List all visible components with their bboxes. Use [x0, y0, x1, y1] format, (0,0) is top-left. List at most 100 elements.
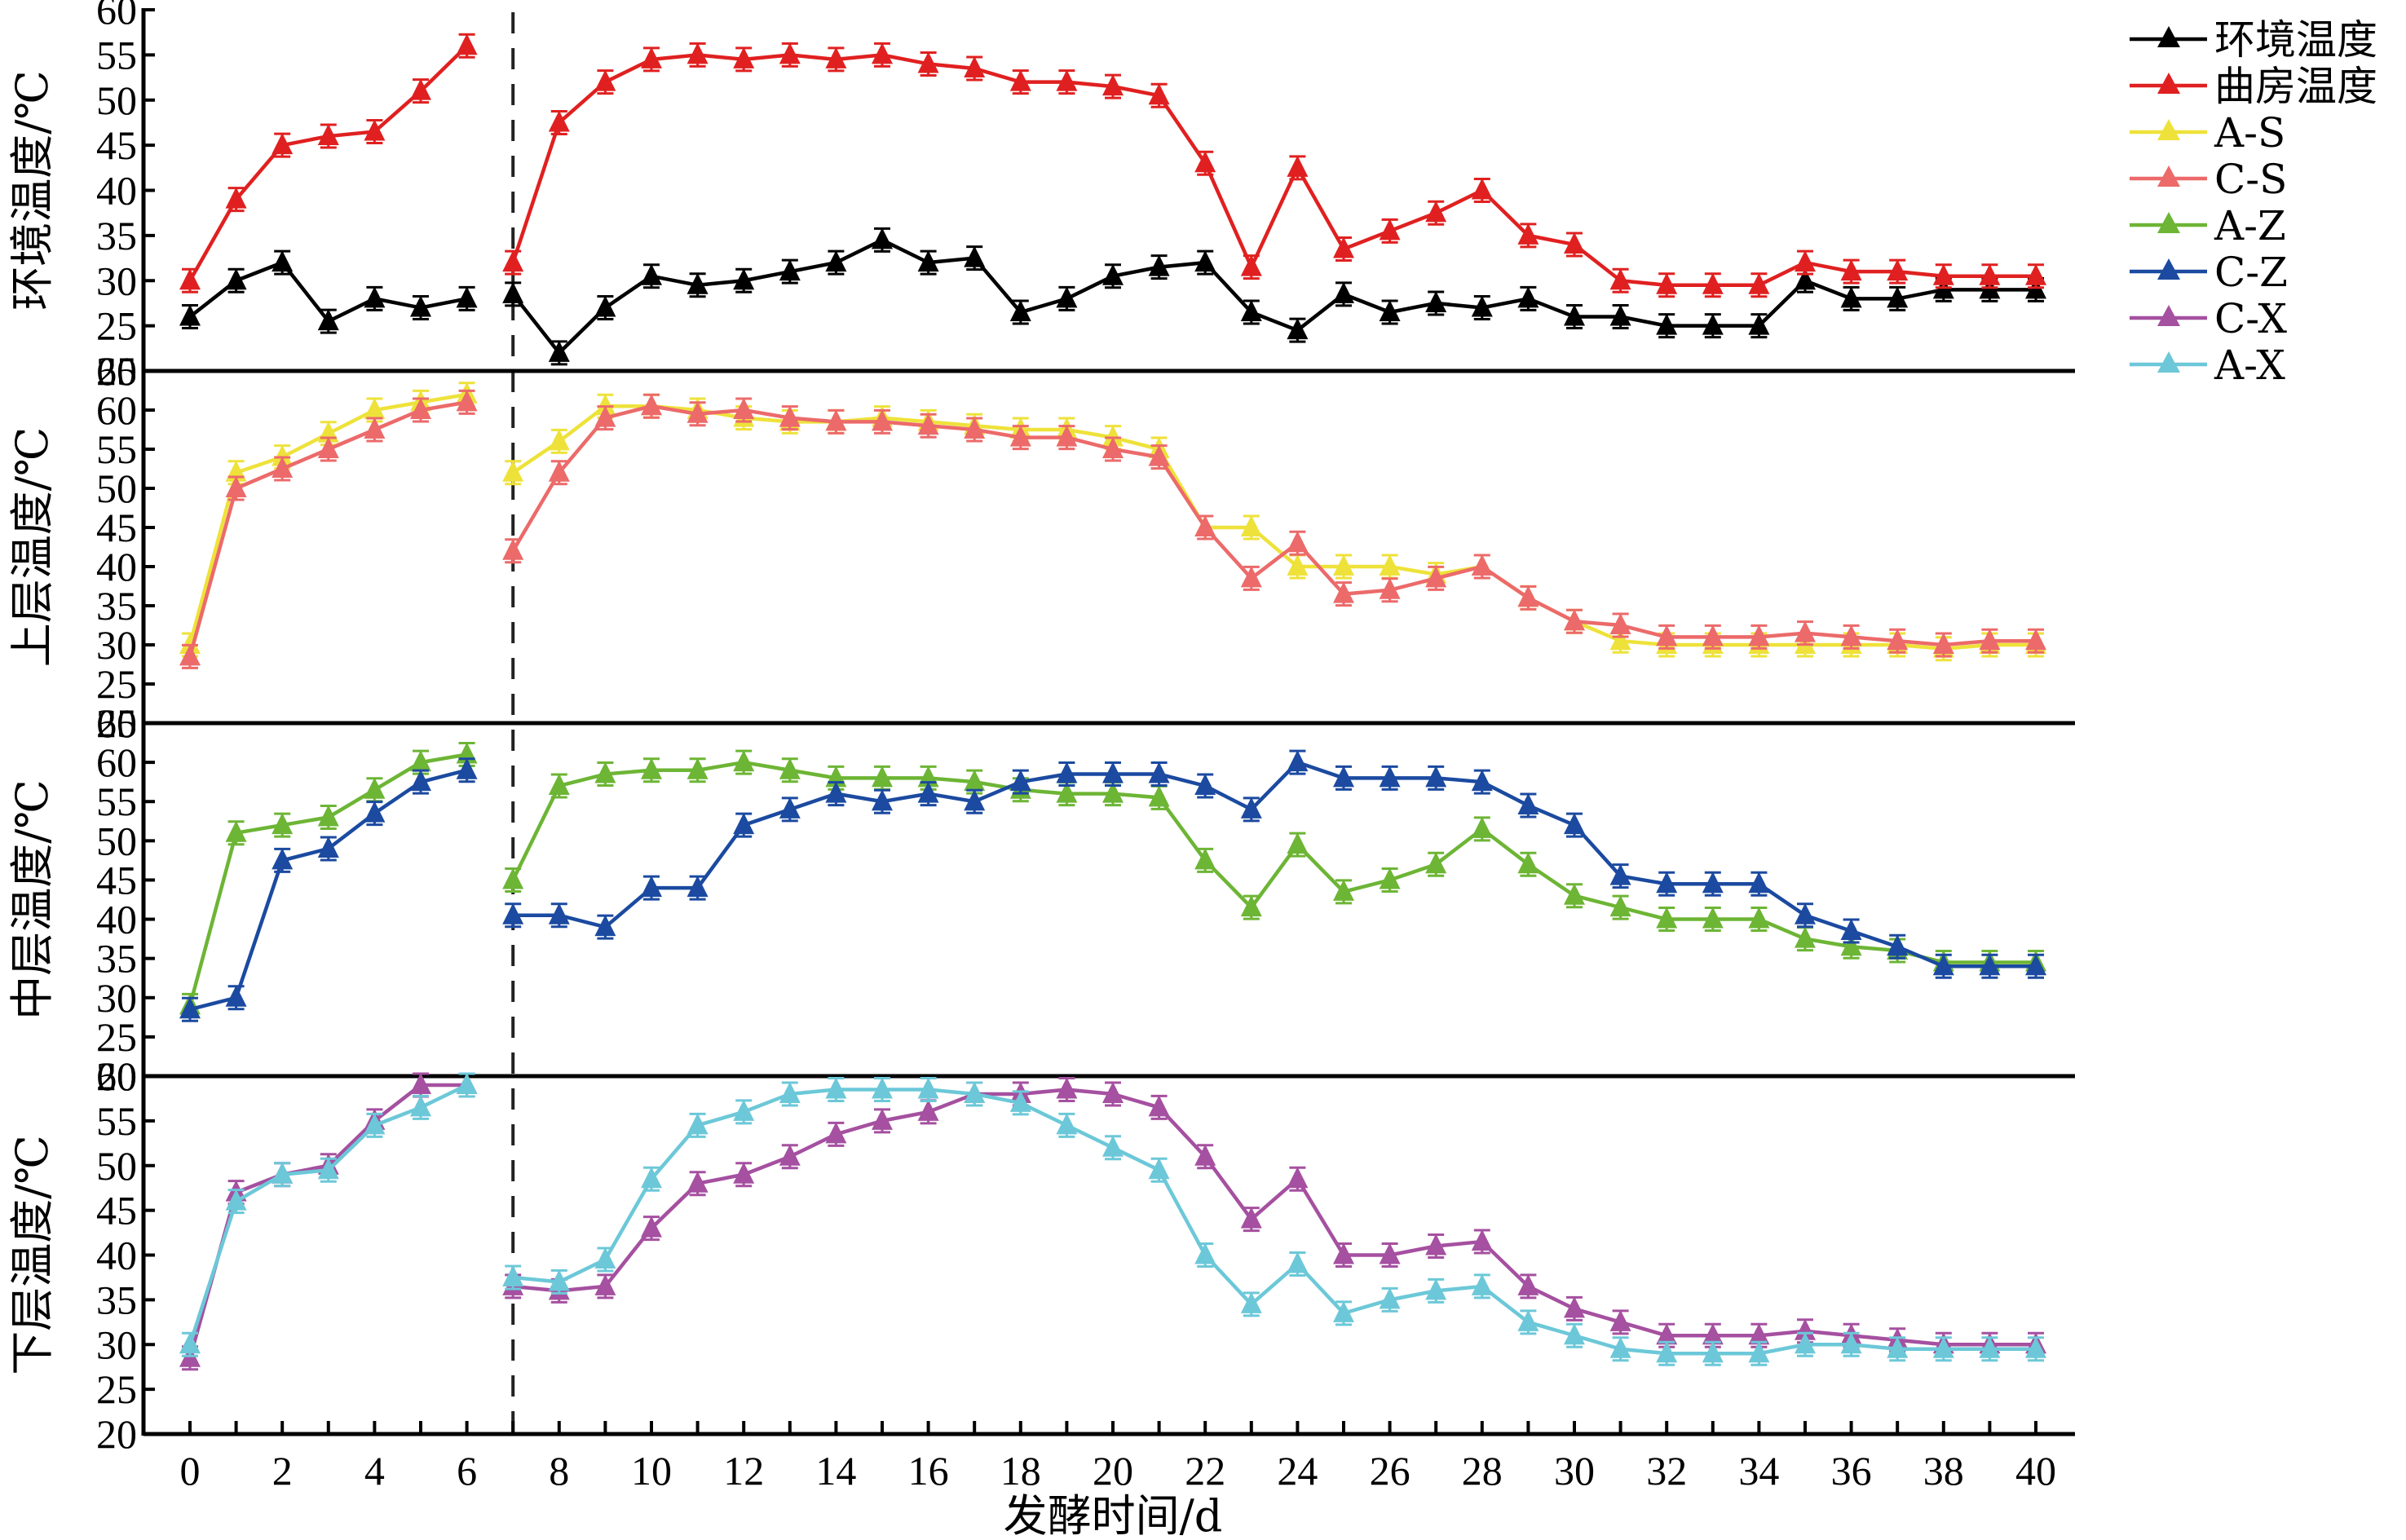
data-point-marker [1795, 620, 1816, 642]
y-axis-title: 环境温度/℃ [7, 70, 58, 311]
data-point-marker [1194, 773, 1216, 795]
data-point-marker [733, 1162, 755, 1184]
data-point-marker [410, 78, 431, 100]
y-tick-label: 40 [96, 168, 137, 214]
legend-marker-icon [2157, 26, 2180, 47]
data-point-marker [1979, 954, 2001, 976]
data-point-marker [1102, 1135, 1124, 1157]
data-point-marker [1056, 781, 1078, 803]
data-point-marker [225, 820, 247, 842]
x-tick-label: 16 [908, 1448, 949, 1494]
data-point-marker [1564, 304, 1585, 326]
x-tick-label: 4 [364, 1448, 385, 1494]
data-point-marker [1702, 313, 1724, 335]
data-point-marker [1887, 1336, 1909, 1358]
data-point-marker [1379, 554, 1401, 576]
data-point-marker [1609, 863, 1631, 885]
data-point-marker [1056, 761, 1078, 783]
data-point-marker [410, 295, 431, 317]
data-point-marker [1148, 1158, 1170, 1180]
data-point-marker [225, 1189, 247, 1211]
data-point-marker [872, 409, 893, 431]
data-point-marker [1609, 1309, 1631, 1331]
data-point-marker [1748, 624, 1770, 646]
data-point-marker [1287, 832, 1309, 854]
data-point-marker [1333, 1242, 1354, 1264]
data-point-marker [917, 1077, 939, 1099]
data-point-marker [594, 761, 616, 783]
data-point-marker [1056, 1077, 1078, 1099]
series-line [511, 237, 2036, 356]
data-point-marker [594, 295, 616, 317]
data-point-marker [1517, 1273, 1539, 1295]
series-line [188, 1083, 468, 1345]
legend-item: 环境温度 [2130, 16, 2377, 64]
data-point-marker [502, 1264, 524, 1286]
data-point-marker [1517, 793, 1539, 815]
data-point-marker [1795, 250, 1816, 272]
data-point-marker [1333, 1300, 1354, 1322]
data-point-marker [1102, 781, 1124, 803]
data-point-marker [917, 413, 939, 435]
data-point-marker [1702, 907, 1724, 929]
data-point-marker [2025, 629, 2046, 651]
y-tick-label: 20 [96, 1411, 137, 1457]
data-point-marker [1425, 852, 1447, 874]
y-tick-label: 55 [96, 779, 137, 824]
data-point-marker [456, 1072, 478, 1094]
x-tick-label: 8 [549, 1448, 569, 1494]
data-point-marker [317, 1158, 339, 1180]
legend-label: C-Z [2214, 249, 2288, 296]
legend-marker-icon [2157, 73, 2180, 94]
data-point-marker [1056, 1113, 1078, 1135]
data-point-marker [456, 757, 478, 779]
data-point-marker [502, 902, 524, 924]
y-tick-label: 25 [96, 1014, 137, 1060]
data-point-marker [1102, 437, 1124, 458]
data-point-marker [1979, 629, 2001, 651]
data-point-marker [1702, 1323, 1724, 1345]
data-point-marker [825, 1077, 847, 1099]
data-point-marker [1333, 581, 1354, 603]
data-point-marker [1240, 515, 1262, 536]
data-point-marker [364, 119, 386, 141]
data-point-marker [502, 281, 524, 303]
data-point-marker [1333, 236, 1354, 258]
series-line [512, 1088, 2036, 1356]
data-point-marker [272, 444, 294, 466]
y-tick-label: 35 [96, 583, 137, 629]
x-tick-label: 36 [1831, 1448, 1872, 1494]
data-point-marker [686, 272, 709, 294]
data-point-marker [1702, 1341, 1724, 1363]
data-point-marker [641, 263, 662, 285]
data-point-marker [1425, 566, 1447, 588]
data-point-marker [179, 633, 201, 654]
data-point-marker [825, 250, 847, 272]
data-point-marker [1148, 254, 1170, 276]
data-point-marker [1517, 223, 1539, 245]
x-axis: 0 2 4 6 8 10 12 14 16 18 20 22 24 26 28 30 32 34 36 38 40 [180, 1421, 2056, 1494]
data-point-marker [686, 1171, 709, 1193]
data-point-marker [502, 538, 524, 560]
data-point-marker [456, 33, 478, 55]
data-point-marker [872, 42, 893, 64]
data-point-marker [548, 340, 570, 362]
data-point-marker [779, 259, 801, 281]
y-tick-label: 20 [96, 348, 137, 394]
data-point-marker [364, 777, 386, 799]
data-point-marker [779, 796, 801, 819]
data-point-marker [502, 250, 524, 272]
y-tick-label: 35 [96, 1277, 137, 1322]
data-point-marker [1517, 585, 1539, 607]
y-tick-label: 30 [96, 1322, 137, 1367]
data-point-marker [456, 286, 478, 308]
data-point-marker [1748, 907, 1770, 929]
data-point-marker [872, 1077, 893, 1099]
data-point-marker [1425, 201, 1447, 223]
data-point-marker [1656, 1341, 1678, 1363]
data-point-marker [1287, 155, 1309, 177]
